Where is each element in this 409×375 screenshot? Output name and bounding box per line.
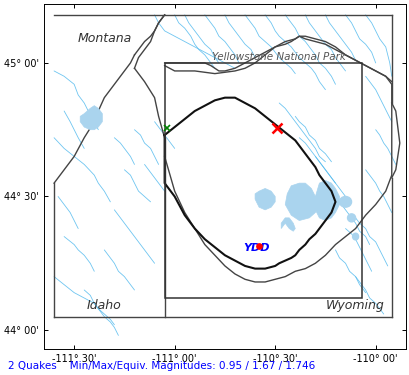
Polygon shape xyxy=(254,189,274,210)
Text: YDD: YDD xyxy=(242,243,269,253)
Ellipse shape xyxy=(347,214,355,222)
Text: Montana: Montana xyxy=(77,32,131,45)
Text: Wyoming: Wyoming xyxy=(326,298,384,312)
Text: Idaho: Idaho xyxy=(87,298,121,312)
Polygon shape xyxy=(281,218,294,231)
Text: 2 Quakes    Min/Max/Equiv. Magnitudes: 0.95 / 1.67 / 1.746: 2 Quakes Min/Max/Equiv. Magnitudes: 0.95… xyxy=(8,361,315,371)
Ellipse shape xyxy=(352,233,358,240)
Polygon shape xyxy=(315,180,339,220)
Text: Yellowstone National Park: Yellowstone National Park xyxy=(212,52,345,62)
Polygon shape xyxy=(80,106,102,130)
Bar xyxy=(164,63,361,298)
Ellipse shape xyxy=(339,196,351,207)
Polygon shape xyxy=(285,183,319,220)
